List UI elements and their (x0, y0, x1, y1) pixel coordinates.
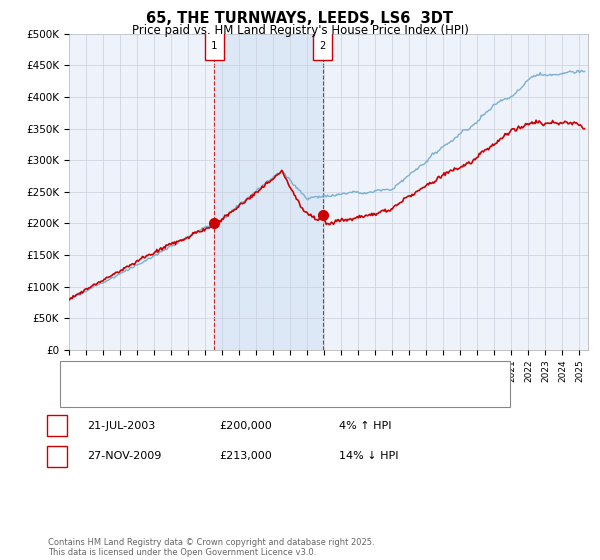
Text: £200,000: £200,000 (219, 421, 272, 431)
Bar (214, 34, 323, 350)
Text: 14% ↓ HPI: 14% ↓ HPI (339, 451, 398, 461)
Text: 2: 2 (53, 451, 61, 461)
Bar (313, 32, 332, 60)
Text: 21-JUL-2003: 21-JUL-2003 (87, 421, 155, 431)
Text: HPI: Average price, detached house, Leeds: HPI: Average price, detached house, Leed… (99, 391, 322, 401)
Text: Contains HM Land Registry data © Crown copyright and database right 2025.
This d: Contains HM Land Registry data © Crown c… (48, 538, 374, 557)
Bar (205, 32, 224, 60)
Text: 65, THE TURNWAYS, LEEDS, LS6  3DT: 65, THE TURNWAYS, LEEDS, LS6 3DT (146, 11, 454, 26)
Text: 65, THE TURNWAYS, LEEDS, LS6 3DT (detached house): 65, THE TURNWAYS, LEEDS, LS6 3DT (detach… (99, 368, 385, 379)
Text: 4% ↑ HPI: 4% ↑ HPI (339, 421, 391, 431)
Text: £213,000: £213,000 (219, 451, 272, 461)
Text: 1: 1 (211, 41, 217, 52)
Text: 1: 1 (53, 421, 61, 431)
Text: Price paid vs. HM Land Registry's House Price Index (HPI): Price paid vs. HM Land Registry's House … (131, 24, 469, 36)
Text: 27-NOV-2009: 27-NOV-2009 (87, 451, 161, 461)
Text: 2: 2 (319, 41, 326, 52)
